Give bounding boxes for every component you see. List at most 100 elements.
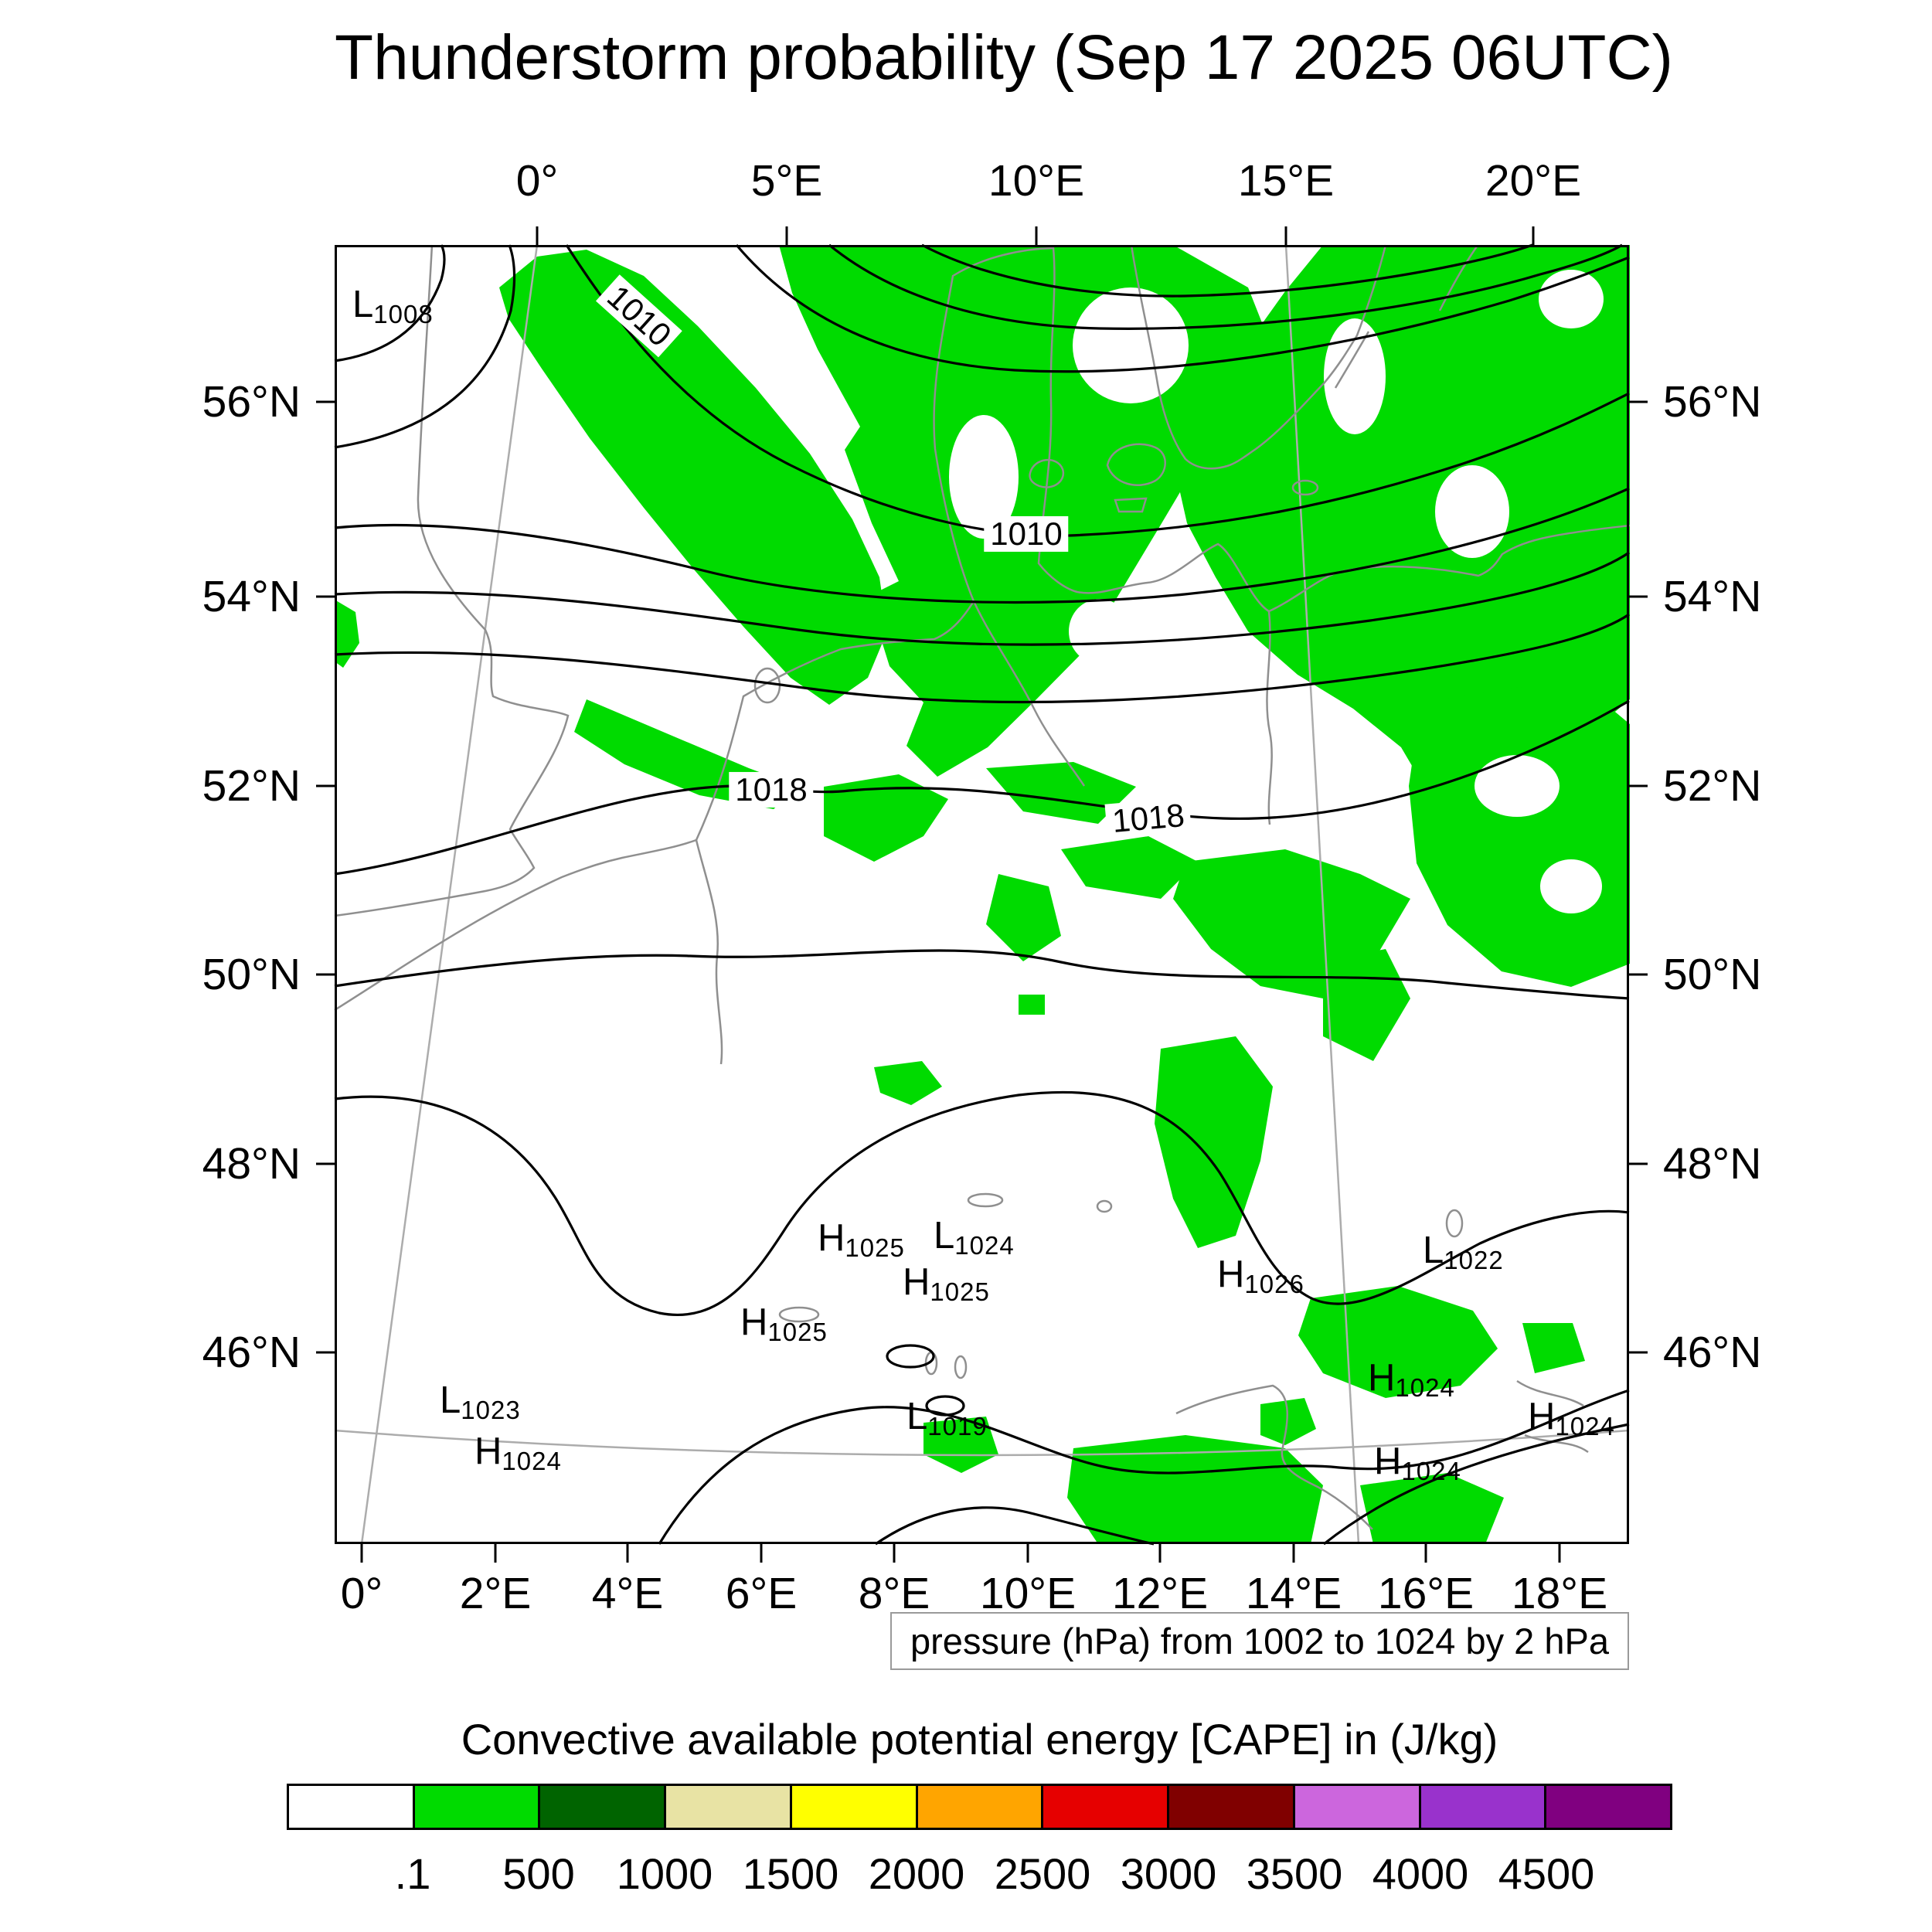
colorbar-cell <box>915 1786 1042 1828</box>
axis-label-bottom: 6°E <box>725 1569 798 1618</box>
isobar <box>921 243 1533 298</box>
isobar-label: 1010 <box>984 515 1069 553</box>
weather-map <box>316 226 1648 1563</box>
isobar <box>735 243 1630 373</box>
colorbar-cell <box>412 1786 539 1828</box>
pressure-center-value: 1024 <box>1401 1457 1461 1485</box>
pressure-center: H1025 <box>903 1260 990 1307</box>
pressure-center: L1019 <box>906 1395 988 1441</box>
coastline-fyn <box>1029 458 1065 488</box>
pressure-note: pressure (hPa) from 1002 to 1024 by 2 hP… <box>890 1612 1629 1670</box>
map-frame <box>335 245 1629 1544</box>
white-gap <box>1073 287 1189 403</box>
colorbar-cell <box>538 1786 665 1828</box>
colorbar-tick-label: 4000 <box>1372 1849 1469 1898</box>
pressure-center: L1022 <box>1423 1229 1504 1275</box>
cape-region <box>1522 1323 1585 1373</box>
pressure-center-value: 1025 <box>845 1233 905 1262</box>
colorbar-tick-label: 500 <box>502 1849 575 1898</box>
colorbar-title: Convective available potential energy [C… <box>461 1715 1498 1764</box>
cape-white-gaps <box>949 270 1604 913</box>
pressure-center-letter: H <box>1217 1253 1245 1295</box>
cape-region <box>1061 836 1198 899</box>
cape-region <box>986 874 1061 961</box>
colorbar-tick-label: .1 <box>394 1849 431 1898</box>
graticule-layer <box>334 244 1630 1545</box>
pressure-center: H1025 <box>818 1216 905 1263</box>
cape-region <box>1067 1435 1323 1544</box>
pressure-center-value: 1019 <box>927 1412 988 1440</box>
pressure-center-letter: H <box>1528 1396 1556 1437</box>
colorbar-cell <box>664 1786 790 1828</box>
cape-region <box>874 1061 942 1105</box>
isobar-1012 <box>334 487 1630 604</box>
pressure-center-letter: L <box>352 284 374 325</box>
coastline-bornholm <box>1291 479 1319 496</box>
pressure-center-value: 1024 <box>1555 1412 1615 1440</box>
colorbar-tick-label: 2500 <box>994 1849 1091 1898</box>
pressure-center-letter: L <box>440 1379 461 1421</box>
pressure-center: L1023 <box>440 1379 521 1425</box>
isobar-layer <box>334 243 1630 1546</box>
axis-label-bottom: 18°E <box>1511 1569 1608 1618</box>
pressure-center-value: 1024 <box>954 1231 1015 1260</box>
isobar <box>1323 1423 1630 1546</box>
cape-region <box>923 1417 998 1473</box>
colorbar-tick-label: 2000 <box>868 1849 965 1898</box>
map-panel: 0° 5°E 10°E 15°E 20°E 0° 2°E 4°E 6°E 8°E… <box>202 156 1762 1618</box>
axis-label-bottom: 0° <box>340 1569 383 1618</box>
pressure-center-value: 1008 <box>373 300 434 328</box>
pressure-center: H1024 <box>1374 1440 1461 1486</box>
river-rhine <box>695 839 723 1065</box>
pressure-center-letter: H <box>818 1217 845 1259</box>
axis-label-left: 52°N <box>202 761 301 811</box>
isobar <box>334 244 446 362</box>
river-oder <box>1266 611 1273 825</box>
axis-label-top: 15°E <box>1237 156 1335 206</box>
axis-label-bottom: 12°E <box>1111 1569 1209 1618</box>
pressure-note-row: pressure (hPa) from 1002 to 1024 by 2 hP… <box>335 1612 1629 1670</box>
pressure-center-letter: H <box>903 1261 930 1303</box>
white-gap <box>1435 465 1509 558</box>
colorbar-tick-label: 3500 <box>1246 1849 1343 1898</box>
pressure-center-letter: H <box>474 1430 502 1472</box>
colorbar-tick-label: 3000 <box>1120 1849 1217 1898</box>
lake-neusiedl <box>1445 1209 1464 1238</box>
axis-label-top: 10°E <box>988 156 1085 206</box>
axis-label-left: 46°N <box>202 1328 301 1377</box>
isobar <box>828 243 1623 330</box>
pressure-center-letter: L <box>1423 1230 1444 1271</box>
isobar-1018 <box>334 699 1630 876</box>
pressure-center-value: 1024 <box>1395 1373 1455 1402</box>
pressure-center-letter: L <box>934 1215 955 1257</box>
axis-ticks <box>316 226 1648 1563</box>
axis-label-bottom: 14°E <box>1245 1569 1342 1618</box>
axis-label-bottom: 16°E <box>1377 1569 1475 1618</box>
pressure-center-letter: H <box>1374 1440 1402 1482</box>
axis-label-left: 54°N <box>202 572 301 621</box>
cape-region <box>1360 1473 1504 1544</box>
river-sava <box>1516 1379 1589 1454</box>
pressure-center: H1025 <box>740 1301 828 1347</box>
colorbar-cell <box>1418 1786 1545 1828</box>
colorbar-cell <box>789 1786 916 1828</box>
cape-region <box>986 762 1136 824</box>
isobar-1014 <box>334 551 1630 646</box>
isobar-label: 1018 <box>729 771 814 808</box>
lake-constance <box>967 1192 1004 1208</box>
colorbar-tick-label: 1000 <box>616 1849 713 1898</box>
chart-title: Thunderstorm probability (Sep 17 2025 06… <box>335 22 1673 93</box>
axis-label-right: 56°N <box>1663 377 1762 427</box>
cape-region <box>1019 995 1045 1015</box>
cape-region <box>1260 1398 1316 1445</box>
axis-label-right: 46°N <box>1663 1328 1762 1377</box>
cape-region <box>335 600 359 668</box>
river-elbe <box>972 600 1086 787</box>
pressure-center-value: 1025 <box>930 1277 990 1306</box>
colorbar <box>287 1784 1672 1830</box>
axis-label-bottom: 2°E <box>459 1569 532 1618</box>
axis-label-right: 48°N <box>1663 1139 1762 1189</box>
isobar-1016 <box>334 613 1630 704</box>
axis-label-bottom: 10°E <box>979 1569 1077 1618</box>
